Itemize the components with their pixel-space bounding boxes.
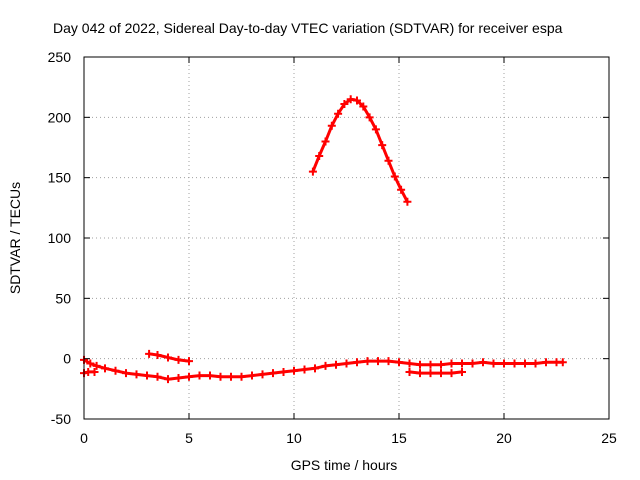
data-point [308, 167, 317, 176]
y-tick-label: 200 [48, 109, 72, 125]
y-tick-label: 250 [48, 49, 72, 65]
data-point [416, 369, 424, 378]
data-point [145, 349, 154, 358]
data-point [378, 141, 387, 150]
data-point [216, 372, 225, 381]
data-point [86, 359, 95, 368]
data-point [143, 371, 151, 380]
data-point [437, 369, 445, 378]
data-point [290, 366, 298, 375]
data-point [101, 364, 109, 373]
data-point [489, 359, 498, 368]
data-point [346, 95, 355, 104]
data-point [405, 359, 414, 368]
data-point [500, 359, 508, 368]
y-axis-label: SDTVAR / TECUs [7, 182, 23, 294]
data-point [132, 370, 141, 379]
data-point [390, 172, 399, 181]
chart-title: Day 042 of 2022, Sidereal Day-to-day VTE… [53, 20, 563, 36]
data-points [80, 95, 567, 384]
data-point [542, 358, 550, 367]
data-point [315, 151, 324, 160]
data-point [174, 355, 183, 364]
data-point [340, 100, 349, 109]
data-point [405, 367, 414, 376]
axis-ticks: 0 5 10 15 20 25 -50 0 50 100 150 200 250 [48, 49, 617, 446]
data-point [447, 369, 456, 378]
data-point [395, 358, 403, 367]
data-point [426, 369, 435, 378]
data-point [510, 359, 519, 368]
data-point [558, 358, 567, 367]
data-point [327, 121, 336, 130]
x-tick-label: 15 [391, 430, 407, 446]
data-point [227, 372, 235, 381]
data-point [122, 369, 130, 378]
data-point [521, 359, 529, 368]
data-point [447, 359, 456, 368]
data-point [164, 353, 172, 362]
data-point [342, 359, 351, 368]
x-tick-label: 5 [185, 430, 193, 446]
data-point [403, 197, 412, 206]
data-point [321, 137, 330, 146]
data-point [300, 365, 309, 374]
data-point [374, 357, 382, 366]
data-point [458, 367, 466, 376]
data-point [206, 371, 214, 380]
data-point [174, 373, 183, 382]
y-tick-label: 100 [48, 230, 72, 246]
data-point [237, 372, 246, 381]
data-point [334, 109, 343, 118]
x-tick-label: 10 [286, 430, 302, 446]
data-point [258, 370, 267, 379]
data-point [248, 371, 256, 380]
data-point [416, 360, 424, 369]
x-tick-label: 25 [601, 430, 617, 446]
data-point [363, 357, 372, 366]
series-trace [311, 97, 409, 204]
series-peak-arc [308, 95, 412, 206]
data-point [384, 357, 393, 366]
x-axis-label: GPS time / hours [291, 457, 398, 473]
data-point [153, 372, 162, 381]
data-point [365, 113, 374, 122]
data-point [269, 369, 277, 378]
data-point [359, 102, 368, 111]
data-point [279, 367, 288, 376]
data-point [311, 364, 319, 373]
x-tick-label: 20 [496, 430, 512, 446]
data-point [321, 361, 330, 370]
data-point [353, 358, 361, 367]
data-point [185, 372, 193, 381]
data-point [111, 366, 120, 375]
y-tick-label: 150 [48, 170, 72, 186]
data-point [353, 96, 361, 105]
data-point [92, 361, 101, 370]
data-point [384, 156, 393, 165]
data-point [371, 125, 380, 134]
series-segment-3-5h [145, 349, 193, 366]
y-tick-label: 50 [55, 290, 71, 306]
data-point [437, 360, 445, 369]
data-point [332, 360, 340, 369]
data-point [164, 375, 172, 384]
data-point [153, 351, 162, 360]
y-tick-label: 0 [63, 351, 71, 367]
data-point [468, 359, 477, 368]
series-lower-branch-end [405, 367, 466, 378]
series-baseline [80, 355, 567, 384]
data-point [479, 358, 487, 367]
data-point [426, 360, 435, 369]
y-tick-label: -50 [51, 411, 71, 427]
data-point [185, 357, 193, 366]
data-point [531, 359, 540, 368]
data-point [458, 359, 466, 368]
data-point [397, 185, 406, 194]
data-point [195, 371, 204, 380]
x-tick-label: 0 [80, 430, 88, 446]
grid-lines [84, 57, 609, 419]
data-point [90, 367, 99, 376]
